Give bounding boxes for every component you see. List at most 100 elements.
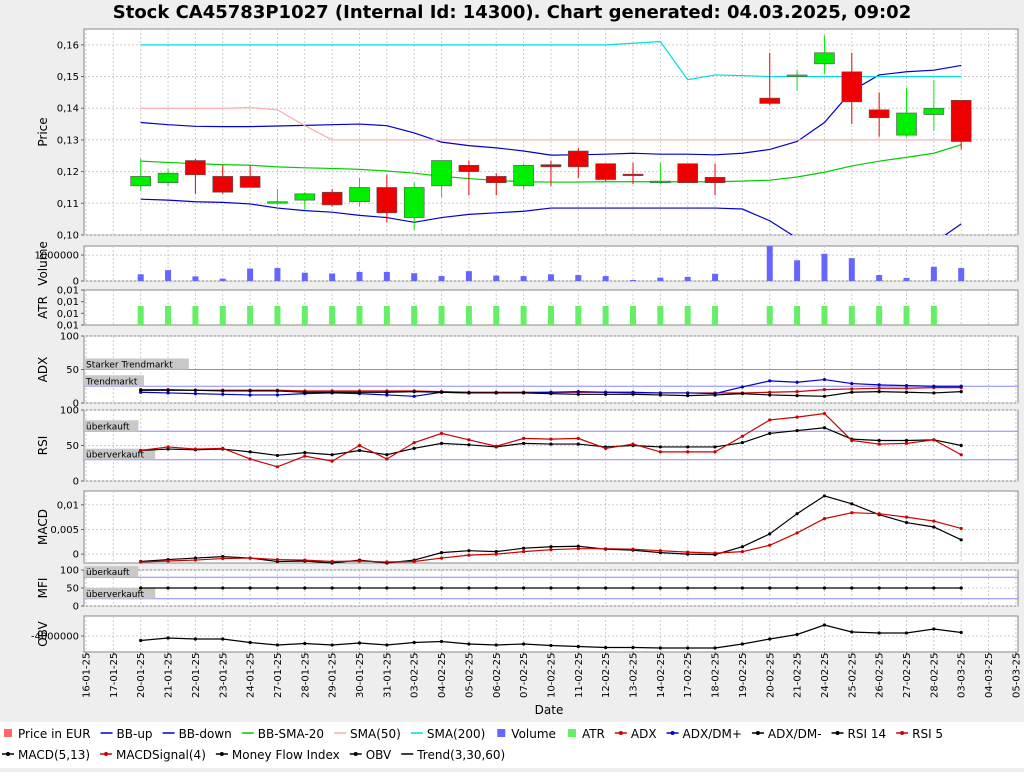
- atr-bar: [766, 306, 773, 325]
- rsi-point: [439, 441, 444, 445]
- adx-point: [877, 386, 881, 390]
- legend-label: SMA(50): [350, 727, 401, 741]
- rsi-point: [658, 445, 662, 449]
- candle-body: [458, 164, 480, 172]
- legend-label: BB-up: [117, 727, 153, 741]
- mfi-point: [904, 586, 909, 590]
- adx-point: [412, 394, 416, 398]
- obv-point: [221, 637, 225, 641]
- mfi-point: [303, 586, 307, 590]
- adx-point: [904, 390, 909, 394]
- mfi-point: [850, 586, 854, 590]
- adx-point: [166, 388, 170, 392]
- macd-panel: 0,01 0,005 0 MACD: [36, 490, 1019, 565]
- x-tick-label: 26-02-25: [875, 653, 886, 698]
- obv-point: [795, 632, 799, 637]
- obv-point: [604, 645, 608, 650]
- adx-point: [193, 388, 197, 392]
- obv-point: [139, 638, 143, 643]
- atr-bar: [848, 306, 855, 325]
- adx-point: [822, 388, 827, 392]
- rsi-point: [658, 450, 662, 454]
- rsi-point: [357, 448, 362, 453]
- rsi-threshold-label: überverkauft: [86, 451, 145, 461]
- atr-bar: [493, 306, 500, 325]
- price-ytick-label: 0,10: [57, 231, 79, 242]
- mfi-point: [275, 586, 280, 590]
- x-tick-label: 18-02-25: [711, 653, 722, 698]
- x-tick-label: 21-01-25: [164, 653, 175, 698]
- obv-y-axis-label: OBV: [36, 620, 50, 646]
- candle-body: [868, 109, 890, 119]
- atr-bar: [657, 306, 664, 325]
- macd-point: [576, 544, 580, 548]
- volume-ytick-label: 1000000: [34, 251, 79, 262]
- candle-body: [759, 97, 781, 104]
- x-tick-label: 05-03-25: [1011, 653, 1022, 698]
- mfi-point: [549, 586, 553, 590]
- adx-point: [740, 385, 745, 389]
- x-tick-label: 24-02-25: [820, 653, 831, 698]
- rsi-point: [166, 445, 170, 449]
- volume-bar: [930, 266, 937, 281]
- rsi-point: [330, 459, 334, 463]
- volume-bar: [602, 276, 609, 281]
- macd-point: [932, 525, 936, 529]
- rsi-threshold-label-bg: [84, 448, 156, 460]
- adx-point: [850, 381, 854, 386]
- x-tick-label: 03-02-25: [410, 653, 421, 698]
- legend-label: BB-SMA-20: [258, 727, 324, 741]
- volume-bar: [465, 271, 472, 281]
- adx-point: [932, 384, 936, 388]
- legend-label: RSI 5: [912, 727, 943, 741]
- rsi-point: [795, 415, 799, 419]
- atr-bar: [356, 306, 363, 325]
- atr-bar: [465, 306, 472, 325]
- x-tick-label: 17-01-25: [109, 653, 120, 698]
- volume-bar: [712, 273, 719, 281]
- x-tick-label: 27-01-25: [273, 653, 284, 698]
- rsi-point: [822, 411, 827, 416]
- legend-item: ADX: [614, 727, 657, 741]
- adx-point: [795, 390, 799, 394]
- atr-bar: [192, 306, 199, 325]
- x-tick-label: 25-02-25: [847, 653, 858, 698]
- volume-bar: [329, 273, 336, 281]
- adx-point: [713, 393, 717, 397]
- atr-bar: [411, 306, 418, 325]
- legend-item: ADX/DM-: [751, 727, 822, 741]
- atr-ytick-label: 0,01: [57, 297, 79, 308]
- atr-bar: [301, 306, 308, 325]
- macd-point: [522, 546, 526, 550]
- obv-point: [850, 630, 854, 634]
- adx-point: [412, 390, 416, 394]
- legend-item: Money Flow Index: [215, 748, 340, 762]
- legend-label: SMA(200): [427, 727, 485, 741]
- adx-threshold-label-bg: [84, 358, 189, 370]
- mfi-point: [713, 586, 717, 590]
- obv-point: [522, 642, 526, 646]
- x-tick-label: 10-02-25: [546, 653, 557, 698]
- x-tick-label: 30-01-25: [355, 653, 366, 698]
- legend-label: OBV: [366, 748, 392, 762]
- volume-bar: [411, 273, 418, 281]
- legend-label: ADX/DM-: [768, 727, 822, 741]
- atr-bar: [630, 306, 636, 325]
- mfi-point: [932, 586, 936, 590]
- macd-point: [303, 558, 307, 562]
- x-tick-label: 20-01-25: [136, 653, 147, 698]
- rsi-point: [850, 438, 854, 443]
- x-tick-label: 06-02-25: [492, 653, 503, 698]
- rsi-point: [522, 441, 526, 445]
- adx-point: [740, 392, 745, 396]
- macd-point: [439, 556, 444, 560]
- mfi-point: [330, 586, 334, 590]
- x-tick-label: 20-02-25: [765, 653, 776, 698]
- macd-point: [795, 531, 799, 535]
- candle-body: [540, 164, 562, 168]
- rsi-ytick-label: 50: [66, 441, 79, 452]
- volume-bar: [657, 277, 664, 281]
- macd-point: [658, 549, 662, 553]
